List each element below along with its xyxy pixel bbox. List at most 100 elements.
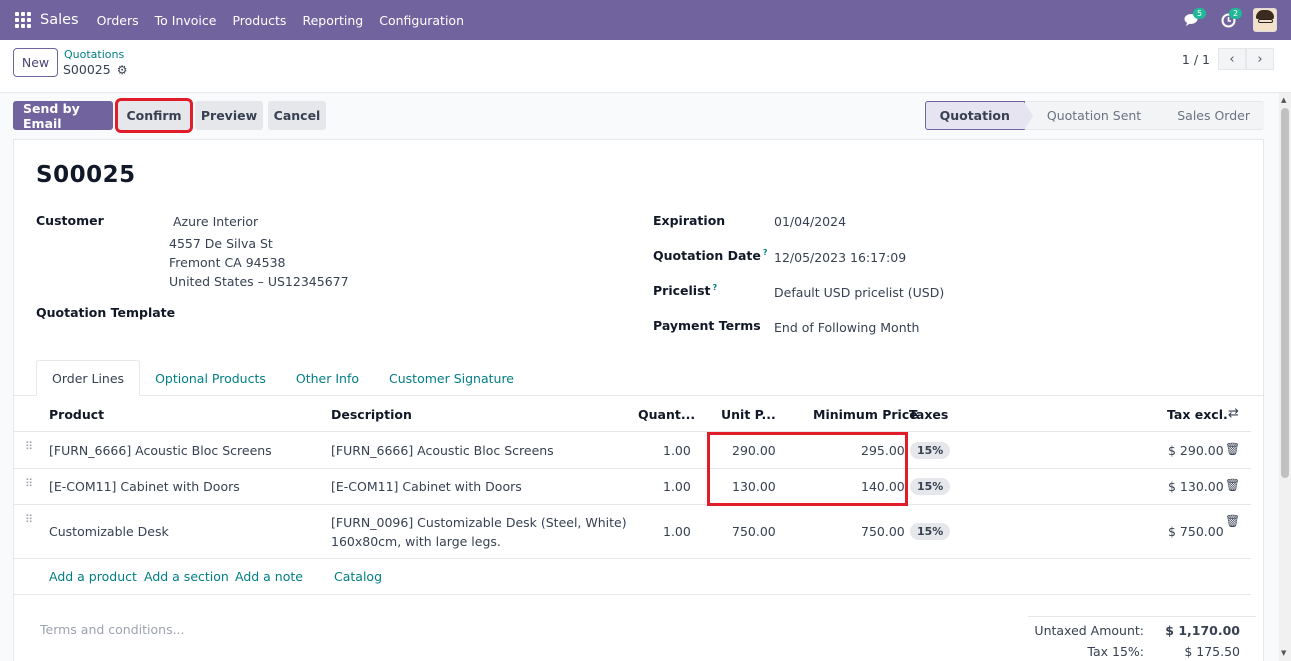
price-highlight-box xyxy=(707,432,908,506)
activities-count-badge: 2 xyxy=(1229,8,1243,19)
col-description[interactable]: Description xyxy=(331,407,412,422)
tab-order-lines[interactable]: Order Lines xyxy=(36,360,141,396)
tab-optional-products[interactable]: Optional Products xyxy=(155,370,266,386)
tax-amount-label: Tax 15%: xyxy=(1087,644,1144,659)
expiration-label: Expiration xyxy=(653,213,726,228)
pricelist-field[interactable]: Default USD pricelist (USD) xyxy=(774,285,945,300)
cancel-button[interactable]: Cancel xyxy=(268,101,326,130)
table-row[interactable]: ⠿ Customizable Desk [FURN_0096] Customiz… xyxy=(14,505,1251,559)
row-description-line2[interactable]: 160x80cm, with large legs. xyxy=(331,534,501,549)
nav-products[interactable]: Products xyxy=(232,12,287,28)
row-unit-price[interactable]: 750.00 xyxy=(732,524,776,539)
expiration-field[interactable]: 01/04/2024 xyxy=(774,214,847,229)
confirm-button[interactable]: Confirm xyxy=(115,98,193,133)
totals-divider xyxy=(1028,616,1256,617)
customer-field[interactable]: Azure Interior xyxy=(173,214,259,229)
row-description[interactable]: [FURN_6666] Acoustic Bloc Screens xyxy=(331,443,554,458)
tab-other-info[interactable]: Other Info xyxy=(295,370,359,386)
user-avatar[interactable] xyxy=(1253,8,1277,32)
drag-handle-icon[interactable]: ⠿ xyxy=(25,440,35,453)
stage-sales-order[interactable]: Sales Order xyxy=(1155,101,1264,130)
pager-value[interactable]: 1 / 1 xyxy=(1181,51,1210,67)
add-note-link[interactable]: Add a note xyxy=(235,569,303,584)
row-product[interactable]: Customizable Desk xyxy=(49,524,169,539)
col-minimum-price[interactable]: Minimum Price xyxy=(813,407,918,422)
drag-handle-icon[interactable]: ⠿ xyxy=(25,513,35,526)
form-sheet: S00025 Customer Azure Interior 4557 De S… xyxy=(13,139,1264,661)
trash-icon[interactable]: 🗑 xyxy=(1225,514,1241,528)
row-unit-price[interactable]: 130.00 xyxy=(732,479,776,494)
page-scrollbar[interactable]: ▲ ▼ xyxy=(1279,93,1291,661)
row-quantity[interactable]: 1.00 xyxy=(663,479,691,494)
nav-reporting[interactable]: Reporting xyxy=(302,12,364,28)
add-line-row: Add a product Add a section Add a note C… xyxy=(14,559,1251,595)
table-row[interactable]: ⠿ [E-COM11] Cabinet with Doors [E-COM11]… xyxy=(14,469,1251,505)
col-taxes[interactable]: Taxes xyxy=(909,407,949,422)
scroll-down-icon[interactable]: ▼ xyxy=(1281,649,1287,657)
row-quantity[interactable]: 1.00 xyxy=(663,443,691,458)
row-product[interactable]: [FURN_6666] Acoustic Bloc Screens xyxy=(49,443,272,458)
breadcrumb-quotations[interactable]: Quotations xyxy=(64,48,125,61)
tab-customer-signature[interactable]: Customer Signature xyxy=(389,370,514,386)
pager-previous-icon[interactable]: ‹ xyxy=(1218,48,1246,70)
untaxed-amount-value: $ 1,170.00 xyxy=(1165,623,1240,638)
stage-quotation[interactable]: Quotation xyxy=(924,101,1033,130)
status-bar: Quotation Quotation Sent Sales Order xyxy=(924,101,1264,130)
tax-tag[interactable]: 15% xyxy=(910,478,951,495)
customer-address-line1: 4557 De Silva St xyxy=(169,236,273,251)
new-button[interactable]: New xyxy=(13,48,58,77)
quotation-template-label: Quotation Template xyxy=(36,305,176,320)
table-row[interactable]: ⠿ [FURN_6666] Acoustic Bloc Screens [FUR… xyxy=(14,432,1251,469)
nav-configuration[interactable]: Configuration xyxy=(379,12,465,28)
row-minimum-price[interactable]: 750.00 xyxy=(861,524,905,539)
column-settings-icon[interactable]: ⇄ xyxy=(1228,406,1239,421)
control-panel: New Quotations S00025 ⚙ 1 / 1 ‹ › xyxy=(0,40,1291,93)
tax-amount-value: $ 175.50 xyxy=(1184,644,1240,659)
drag-handle-icon[interactable]: ⠿ xyxy=(25,477,35,490)
preview-button[interactable]: Preview xyxy=(195,101,263,130)
row-minimum-price[interactable]: 295.00 xyxy=(861,443,905,458)
app-brand[interactable]: Sales xyxy=(40,12,79,28)
col-tax-excl[interactable]: Tax excl. xyxy=(1167,407,1228,422)
trash-icon[interactable]: 🗑 xyxy=(1225,442,1241,456)
nav-to-invoice[interactable]: To Invoice xyxy=(154,12,217,28)
order-lines-header: Product Description Quant... Unit P... M… xyxy=(14,396,1251,432)
col-unit-price[interactable]: Unit P... xyxy=(721,407,776,422)
catalog-link[interactable]: Catalog xyxy=(334,569,383,584)
col-quantity[interactable]: Quant... xyxy=(638,407,696,422)
tax-tag[interactable]: 15% xyxy=(910,442,951,459)
row-product[interactable]: [E-COM11] Cabinet with Doors xyxy=(49,479,240,494)
payment-terms-field[interactable]: End of Following Month xyxy=(774,320,920,335)
activities-icon[interactable]: 2 xyxy=(1217,8,1243,31)
terms-and-conditions-field[interactable]: Terms and conditions... xyxy=(40,622,185,637)
scroll-thumb[interactable] xyxy=(1281,108,1289,478)
untaxed-amount-label: Untaxed Amount: xyxy=(1034,623,1144,638)
send-by-email-button[interactable]: Send by Email xyxy=(13,101,113,131)
row-minimum-price[interactable]: 140.00 xyxy=(861,479,905,494)
stage-quotation-sent[interactable]: Quotation Sent xyxy=(1024,101,1156,130)
row-description[interactable]: [E-COM11] Cabinet with Doors xyxy=(331,479,522,494)
tax-tag[interactable]: 15% xyxy=(910,523,951,540)
tab-divider xyxy=(14,395,1263,396)
help-icon: ? xyxy=(712,283,718,292)
navbar-systray: 5 2 xyxy=(1181,0,1291,40)
nav-orders[interactable]: Orders xyxy=(96,12,139,28)
row-unit-price[interactable]: 290.00 xyxy=(732,443,776,458)
trash-icon[interactable]: 🗑 xyxy=(1225,478,1241,492)
apps-menu-icon[interactable] xyxy=(15,12,31,28)
add-section-link[interactable]: Add a section xyxy=(144,569,229,584)
customer-address-line2: Fremont CA 94538 xyxy=(169,255,286,270)
col-product[interactable]: Product xyxy=(49,407,105,422)
row-quantity[interactable]: 1.00 xyxy=(663,524,691,539)
scroll-up-icon[interactable]: ▲ xyxy=(1281,96,1287,104)
row-subtotal: $ 130.00 xyxy=(1168,479,1224,494)
breadcrumb-current-label: S00025 xyxy=(63,62,111,77)
action-buttons: Send by Email Confirm Preview Cancel xyxy=(13,98,331,133)
pager-next-icon[interactable]: › xyxy=(1246,48,1274,70)
pricelist-label: Pricelist? xyxy=(653,283,718,299)
gear-icon[interactable]: ⚙ xyxy=(116,62,128,77)
add-product-link[interactable]: Add a product xyxy=(49,569,137,584)
messages-icon[interactable]: 5 xyxy=(1181,8,1207,31)
row-description-line1[interactable]: [FURN_0096] Customizable Desk (Steel, Wh… xyxy=(331,515,627,530)
quotation-date-field[interactable]: 12/05/2023 16:17:09 xyxy=(774,250,907,265)
